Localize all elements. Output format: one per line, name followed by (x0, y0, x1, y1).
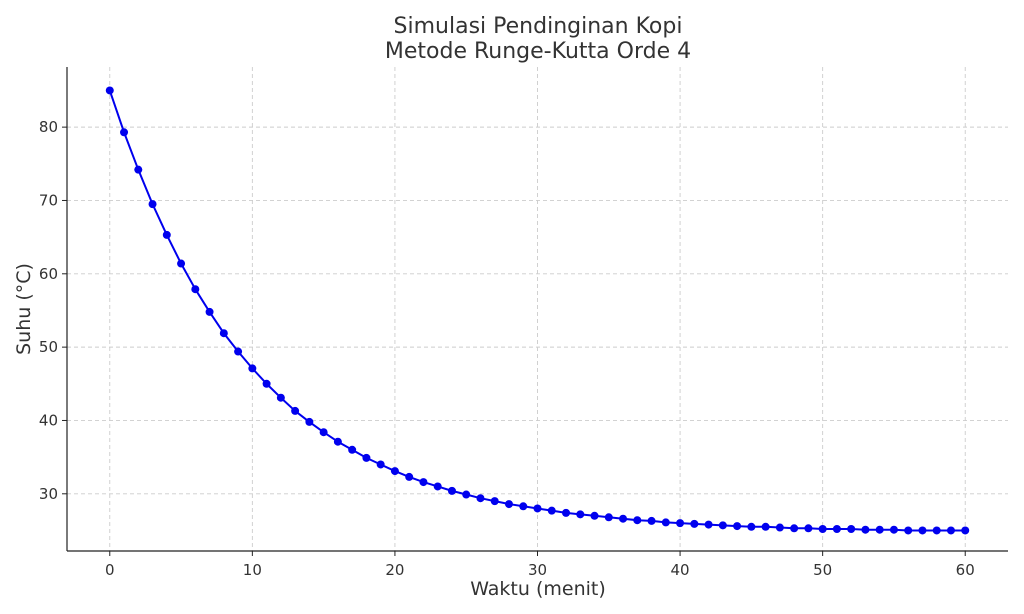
data-point-15 (319, 428, 328, 437)
data-point-40 (676, 519, 685, 528)
data-point-22 (419, 478, 428, 487)
data-point-56 (904, 526, 913, 535)
data-point-2 (134, 165, 143, 174)
data-point-50 (818, 525, 827, 533)
data-point-38 (647, 516, 656, 525)
data-point-60 (961, 526, 970, 535)
data-point-8 (219, 329, 228, 338)
data-point-28 (504, 500, 513, 509)
data-point-35 (604, 513, 613, 522)
x-tick-label-30: 30 (528, 561, 547, 579)
data-point-24 (447, 486, 456, 495)
data-point-58 (932, 526, 941, 535)
data-point-1 (120, 128, 129, 137)
data-point-42 (704, 520, 713, 529)
data-point-41 (690, 519, 699, 528)
x-tick-label-0: 0 (105, 561, 115, 579)
data-point-14 (305, 417, 314, 426)
x-tick-label-40: 40 (671, 561, 690, 579)
data-point-51 (832, 525, 841, 533)
data-point-5 (177, 259, 186, 268)
data-point-20 (390, 467, 399, 476)
data-point-48 (790, 524, 799, 533)
data-point-10 (248, 364, 257, 373)
data-point-0 (105, 86, 114, 95)
y-axis-label: Suhu (°C) (13, 263, 35, 355)
y-tick-label-80: 80 (39, 118, 58, 136)
y-tick-label-40: 40 (39, 411, 58, 429)
data-point-47 (775, 523, 784, 532)
data-point-30 (533, 504, 542, 513)
y-tick-label-60: 60 (39, 265, 58, 283)
data-point-6 (191, 285, 200, 294)
data-point-33 (576, 510, 585, 519)
x-tick-label-10: 10 (243, 561, 262, 579)
data-point-13 (291, 406, 300, 415)
data-point-18 (362, 453, 371, 462)
data-point-17 (348, 445, 357, 454)
x-tick-label-50: 50 (813, 561, 832, 579)
data-point-4 (162, 230, 171, 239)
data-point-59 (946, 526, 955, 535)
x-tick-label-20: 20 (385, 561, 404, 579)
data-point-12 (276, 393, 285, 402)
data-point-19 (376, 460, 385, 469)
x-axis-label: Waktu (menit) (470, 578, 606, 600)
x-tick-label-60: 60 (956, 561, 975, 579)
data-point-26 (476, 494, 485, 503)
data-point-55 (889, 525, 898, 534)
data-point-39 (661, 518, 670, 527)
data-point-7 (205, 307, 214, 316)
data-point-52 (847, 525, 856, 533)
data-point-53 (861, 525, 870, 534)
data-point-27 (490, 497, 499, 506)
series-group (105, 86, 970, 535)
chart-title-line-1: Simulasi Pendinginan Kopi (394, 14, 683, 39)
series-line-0 (108, 90, 966, 532)
ticks: 0 10 20 30 40 50 60 30 40 50 60 70 80 (39, 118, 975, 579)
data-point-23 (433, 482, 442, 491)
chart-title-line-2: Metode Runge-Kutta Orde 4 (385, 39, 691, 64)
data-point-37 (633, 516, 642, 525)
data-point-44 (733, 522, 742, 531)
data-point-36 (619, 514, 628, 523)
data-point-45 (747, 522, 756, 531)
data-point-3 (148, 200, 157, 209)
data-point-31 (547, 506, 556, 515)
data-point-21 (405, 472, 414, 481)
data-point-25 (462, 490, 471, 499)
data-point-46 (761, 522, 770, 531)
data-point-43 (718, 521, 727, 530)
y-tick-label-50: 50 (39, 338, 58, 356)
data-point-34 (590, 511, 599, 520)
data-point-29 (519, 502, 528, 511)
data-point-11 (262, 379, 271, 388)
data-point-32 (562, 508, 571, 517)
y-tick-label-30: 30 (39, 485, 58, 503)
data-point-54 (875, 525, 884, 534)
data-point-9 (234, 347, 243, 356)
data-point-16 (333, 437, 342, 446)
y-tick-label-70: 70 (39, 191, 58, 209)
data-point-57 (918, 526, 927, 535)
data-point-49 (804, 524, 813, 533)
grid (67, 67, 1008, 551)
